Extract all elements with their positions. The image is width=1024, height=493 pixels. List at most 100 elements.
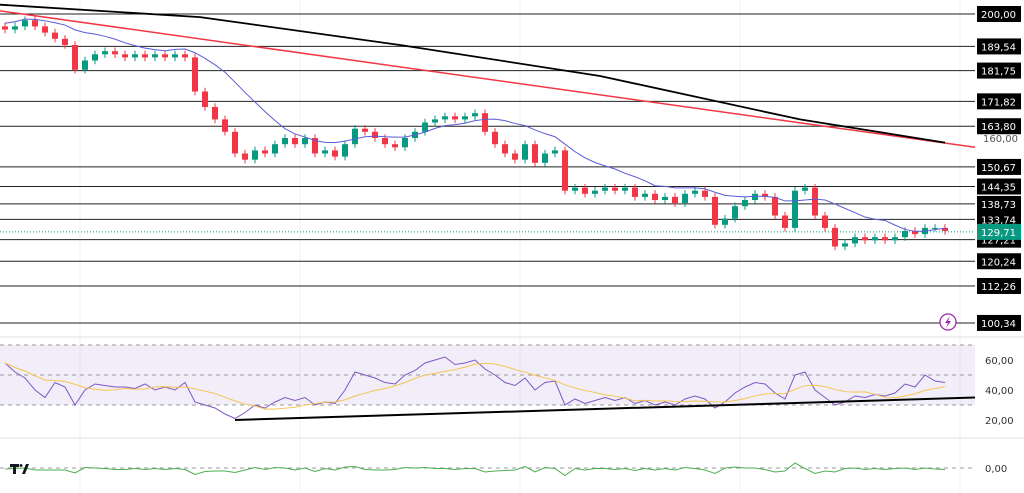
candle-body bbox=[852, 237, 858, 244]
candle-body bbox=[92, 54, 98, 61]
level-label: 163,80 bbox=[981, 122, 1016, 133]
price-tick-label: 160,00 bbox=[983, 134, 1018, 145]
tradingview-logo bbox=[10, 464, 29, 474]
candle-body bbox=[452, 116, 458, 120]
candle-body bbox=[732, 206, 738, 219]
level-label: 171,82 bbox=[981, 97, 1016, 108]
level-label-bg bbox=[977, 211, 1021, 228]
candle-body bbox=[52, 32, 58, 39]
candle-body bbox=[422, 122, 428, 132]
level-label: 127,21 bbox=[981, 236, 1016, 247]
level-label-bg bbox=[977, 158, 1021, 175]
candle-body bbox=[252, 150, 258, 160]
candle-body bbox=[242, 153, 248, 160]
candle-body bbox=[442, 116, 448, 120]
candle-body bbox=[622, 187, 628, 191]
candle-body bbox=[162, 54, 168, 58]
candle-body bbox=[612, 187, 618, 191]
oscillator-axis-label: 0,00 bbox=[985, 464, 1007, 475]
candle-body bbox=[762, 193, 768, 197]
candle-body bbox=[482, 113, 488, 132]
candle-body bbox=[522, 144, 528, 160]
lightning-icon[interactable] bbox=[939, 313, 957, 331]
level-label-bg bbox=[977, 6, 1021, 22]
candle-body bbox=[502, 144, 508, 154]
rsi-line bbox=[4, 356, 946, 420]
candle-body bbox=[602, 187, 608, 191]
candle-body bbox=[212, 107, 218, 120]
level-label-bg bbox=[977, 118, 1021, 135]
level-label: 133,74 bbox=[981, 215, 1016, 226]
level-label: 150,67 bbox=[981, 163, 1016, 174]
candle-body bbox=[62, 38, 68, 45]
rsi-axis-label: 40,00 bbox=[985, 386, 1014, 397]
candle-body bbox=[792, 190, 798, 228]
oscillator-panel: 0,00 bbox=[0, 462, 1007, 477]
candle-body bbox=[152, 54, 158, 58]
candle-body bbox=[32, 20, 38, 27]
candle-body bbox=[842, 243, 848, 247]
candle-body bbox=[742, 200, 748, 207]
level-label-bg bbox=[977, 253, 1021, 270]
candle-body bbox=[822, 215, 828, 228]
candle-body bbox=[262, 150, 268, 154]
candle-body bbox=[132, 54, 138, 58]
candle-body bbox=[72, 45, 78, 70]
candle-body bbox=[382, 138, 388, 145]
candle-body bbox=[662, 196, 668, 200]
candle-body bbox=[292, 138, 298, 145]
candle-body bbox=[302, 138, 308, 145]
candle-body bbox=[312, 138, 318, 154]
candle-body bbox=[172, 54, 178, 58]
candle-body bbox=[82, 60, 88, 70]
candle-body bbox=[542, 153, 548, 163]
candle-body bbox=[42, 26, 48, 33]
candle-body bbox=[112, 51, 118, 55]
candle-body bbox=[222, 119, 228, 132]
current-price-label: 129,71 bbox=[981, 228, 1016, 239]
candle-body bbox=[402, 138, 408, 148]
candle-body bbox=[682, 193, 688, 204]
candle-body bbox=[512, 153, 518, 160]
candle-body bbox=[352, 128, 358, 145]
candle-body bbox=[872, 237, 878, 241]
candle-body bbox=[652, 193, 658, 200]
sma-black-line bbox=[0, 3, 946, 144]
candle-body bbox=[942, 227, 948, 231]
candle-body bbox=[882, 237, 888, 241]
rsi-axis-label: 60,00 bbox=[985, 356, 1014, 367]
level-label-bg bbox=[977, 277, 1021, 294]
level-label-bg bbox=[977, 195, 1021, 212]
candle-body bbox=[722, 218, 728, 225]
level-label: 144,35 bbox=[981, 183, 1016, 194]
candle-body bbox=[632, 187, 638, 197]
candle-body bbox=[892, 237, 898, 241]
level-label-bg bbox=[977, 38, 1021, 55]
level-label: 100,34 bbox=[981, 319, 1016, 330]
candle-body bbox=[752, 193, 758, 200]
candle-body bbox=[902, 231, 908, 238]
candle-body bbox=[812, 187, 818, 216]
candle-body bbox=[102, 51, 108, 55]
candle-body bbox=[232, 131, 238, 154]
level-label: 112,26 bbox=[981, 282, 1016, 293]
level-label: 200,00 bbox=[981, 10, 1016, 21]
candle-body bbox=[692, 190, 698, 194]
candle-body bbox=[362, 128, 368, 132]
candle-body bbox=[272, 144, 278, 154]
candle-body bbox=[802, 187, 808, 191]
candle-body bbox=[552, 150, 558, 154]
candle-body bbox=[342, 144, 348, 157]
candle-body bbox=[532, 144, 538, 163]
candle-body bbox=[562, 150, 568, 191]
candle-body bbox=[702, 190, 708, 197]
oscillator-line bbox=[4, 462, 946, 477]
candle-body bbox=[192, 57, 198, 92]
candle-body bbox=[2, 26, 8, 30]
rsi-trendline bbox=[234, 396, 976, 421]
level-label-bg bbox=[977, 178, 1021, 195]
candle-body bbox=[932, 227, 938, 229]
level-label: 138,73 bbox=[981, 200, 1016, 211]
